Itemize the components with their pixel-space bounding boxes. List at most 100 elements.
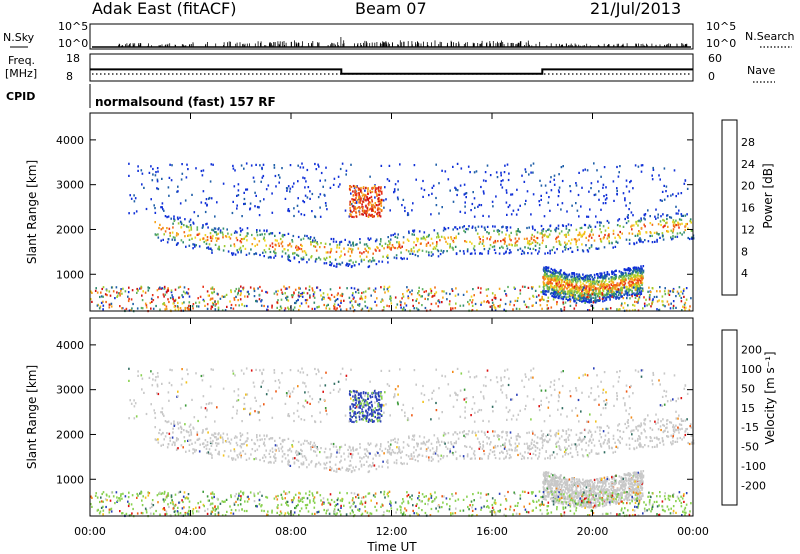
- power-echo: [638, 275, 640, 278]
- power-echo: [640, 292, 643, 295]
- velocity-echo: [190, 433, 193, 436]
- velocity-echo: [558, 437, 561, 440]
- power-echo: [479, 291, 482, 294]
- velocity-echo: [217, 442, 220, 445]
- power-echo: [600, 293, 603, 296]
- power-echo: [556, 303, 558, 306]
- velocity-echo: [672, 433, 675, 436]
- power-echo: [530, 286, 533, 289]
- velocity-echo: [514, 442, 517, 445]
- power-echo: [587, 277, 589, 280]
- velocity-echo: [380, 443, 382, 446]
- power-echo: [627, 304, 629, 307]
- power-echo: [589, 299, 591, 302]
- power-echo: [667, 303, 670, 306]
- power-echo: [119, 305, 121, 308]
- power-echo: [325, 204, 327, 207]
- power-echo: [444, 170, 447, 173]
- power-echo: [632, 270, 634, 273]
- power-echo: [683, 288, 685, 291]
- velocity-echo: [207, 431, 209, 434]
- power-echo: [424, 306, 427, 310]
- velocity-echo: [171, 443, 174, 446]
- velocity-echo: [487, 455, 490, 458]
- power-echo: [532, 227, 534, 230]
- power-echo: [613, 294, 615, 297]
- velocity-echo: [677, 417, 679, 420]
- power-echo: [604, 276, 607, 279]
- velocity-echo: [590, 449, 593, 452]
- velocity-echo: [166, 421, 168, 424]
- power-echo: [332, 183, 335, 186]
- power-echo: [297, 235, 300, 239]
- power-echo: [558, 191, 560, 194]
- power-echo: [513, 286, 515, 289]
- velocity-echo: [293, 461, 296, 464]
- power-echo: [345, 264, 347, 267]
- velocity-echo: [343, 452, 345, 455]
- power-echo: [541, 229, 543, 232]
- power-echo: [287, 249, 289, 252]
- power-echo: [608, 221, 610, 224]
- power-echo: [199, 238, 201, 241]
- velocity-echo: [314, 444, 317, 447]
- velocity-echo: [585, 441, 587, 444]
- power-echo: [508, 235, 511, 238]
- velocity-echo: [600, 445, 603, 448]
- power-echo: [371, 198, 373, 201]
- power-echo: [161, 177, 163, 180]
- power-echo: [601, 293, 604, 296]
- power-echo: [379, 215, 382, 218]
- power-echo: [564, 290, 566, 293]
- power-echo: [606, 274, 608, 277]
- power-echo: [639, 277, 641, 280]
- power-echo: [360, 295, 363, 298]
- power-echo: [662, 218, 664, 222]
- power-echo: [678, 226, 680, 229]
- power-echo: [360, 297, 363, 300]
- power-echo: [266, 308, 268, 311]
- power-echo: [558, 281, 561, 284]
- power-echo: [372, 203, 375, 206]
- power-echo: [595, 300, 598, 303]
- power-echo: [263, 255, 265, 258]
- power-echo: [585, 281, 588, 284]
- velocity-echo: [533, 444, 535, 447]
- power-echo: [219, 231, 222, 234]
- power-echo: [491, 301, 494, 304]
- power-echo: [284, 252, 287, 255]
- power-echo: [625, 278, 627, 281]
- power-echo: [482, 179, 485, 182]
- power-echo: [259, 253, 261, 257]
- power-echo: [354, 189, 357, 192]
- power-echo: [494, 225, 496, 228]
- power-echo: [323, 303, 325, 307]
- nsky-noise-trace: [92, 37, 691, 48]
- power-echo: [161, 206, 163, 209]
- power-echo: [573, 285, 576, 288]
- power-echo: [686, 187, 689, 190]
- power-echo: [173, 219, 176, 222]
- power-echo: [587, 291, 589, 294]
- power-echo: [217, 302, 219, 305]
- power-echo: [207, 226, 209, 229]
- power-echo: [627, 216, 629, 219]
- velocity-echo: [410, 454, 412, 457]
- power-echo: [437, 250, 440, 253]
- power-echo: [206, 246, 208, 250]
- power-echo: [377, 197, 379, 200]
- velocity-echo: [157, 438, 159, 441]
- power-echo: [568, 286, 570, 289]
- power-echo: [224, 295, 226, 298]
- power-echo: [193, 243, 196, 246]
- power-echo: [565, 279, 568, 282]
- power-echo: [174, 308, 177, 311]
- power-echo: [173, 217, 175, 220]
- power-echo: [552, 295, 555, 298]
- power-echo: [314, 162, 316, 166]
- power-echo: [465, 240, 468, 243]
- power-echo: [625, 272, 627, 275]
- power-echo: [556, 271, 559, 274]
- power-echo: [371, 190, 374, 193]
- power-echo: [205, 223, 207, 226]
